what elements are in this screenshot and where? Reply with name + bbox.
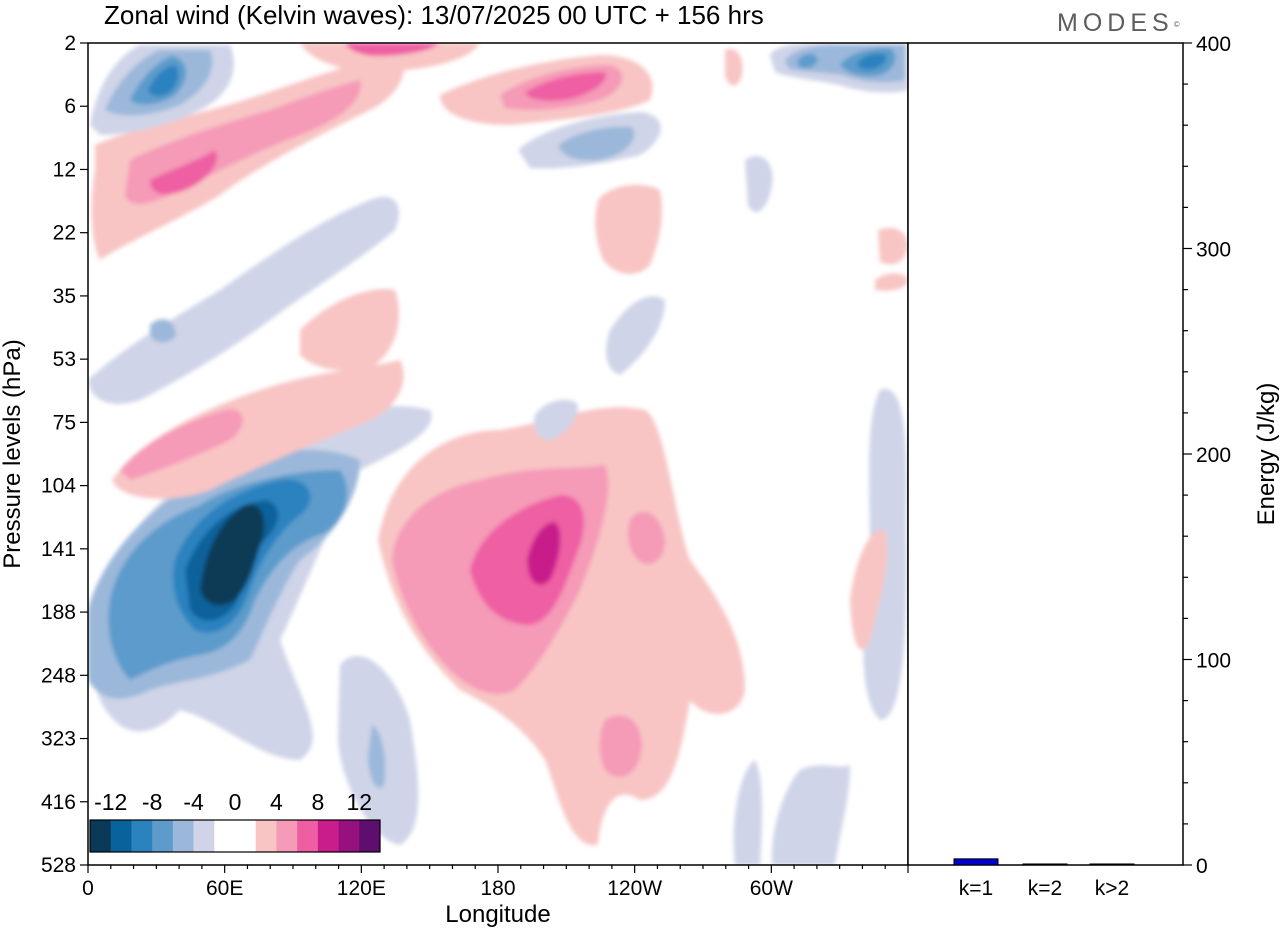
energy-tick-label: 200 xyxy=(1196,444,1231,467)
contour-neg-4-lower-mid xyxy=(368,725,386,789)
y-tick-label: 416 xyxy=(41,791,76,814)
contour-neg-4-upper-mid xyxy=(558,126,635,161)
heatmap-plot xyxy=(87,42,909,866)
brand-name: MODES xyxy=(1057,9,1174,37)
energy-axes: 0 100 200 300 400 k=1 k=2 k>2 xyxy=(959,33,1231,900)
y-tick-label: 2 xyxy=(64,32,76,55)
brand-mark: © xyxy=(1173,20,1180,29)
chart-title: Zonal wind (Kelvin waves): 13/07/2025 00… xyxy=(104,0,764,30)
colorbar-label: 8 xyxy=(311,789,324,815)
x-tick-label: 180 xyxy=(480,877,515,900)
x-tick-label: 60E xyxy=(206,877,243,900)
energy-bar xyxy=(1089,863,1135,866)
energy-category-label: k=2 xyxy=(1028,877,1062,900)
contour-neg-2-band-a xyxy=(88,196,399,404)
colorbar-swatch xyxy=(131,820,153,852)
colorbar-swatch xyxy=(359,820,381,852)
y-tick-label: 53 xyxy=(53,348,76,371)
x-tick-label: 120E xyxy=(337,877,386,900)
contour-pos-2-top-strip xyxy=(300,43,480,72)
colorbar-swatch xyxy=(297,820,319,852)
contour-neg-2-band-c xyxy=(534,399,578,440)
colorbar-label: 0 xyxy=(229,789,242,815)
colorbar-swatch xyxy=(235,820,257,852)
colorbar-label: 4 xyxy=(270,789,283,815)
energy-axis-label: Energy (J/kg) xyxy=(1253,383,1280,526)
contour-pos-2-band-c xyxy=(595,184,662,275)
colorbar-swatch xyxy=(90,820,112,852)
contour-pos-2-column-right xyxy=(850,529,888,650)
contour-neg-14-core xyxy=(200,504,265,606)
y-tick-label: 6 xyxy=(64,95,76,118)
colorbar-swatch xyxy=(152,820,174,852)
contour-pos-6-upper-b xyxy=(525,72,606,101)
contour-pos-2-band-a xyxy=(112,360,404,499)
contour-neg-2-band-b xyxy=(606,296,665,375)
energy-bars xyxy=(953,858,1135,866)
contour-pos-4-band-a xyxy=(120,409,243,480)
contour-pos-2-band-b xyxy=(300,289,399,371)
colorbar-label: -12 xyxy=(94,789,127,815)
y-tick-label: 248 xyxy=(41,664,76,687)
contour-neg-4-band-a xyxy=(150,319,176,343)
y-tick-label: 188 xyxy=(41,601,76,624)
colorbar-swatch xyxy=(317,820,340,852)
y-tick-label: 104 xyxy=(41,475,76,498)
x-axis-label: Longitude xyxy=(445,901,550,928)
colorbar-swatch xyxy=(338,820,360,852)
colorbar-frame xyxy=(89,819,381,853)
colorbar-swatch xyxy=(172,820,195,852)
energy-bar xyxy=(1022,863,1068,866)
colorbar-label: -8 xyxy=(142,789,162,815)
energy-tick-label: 400 xyxy=(1196,33,1231,56)
x-tick-label: 120W xyxy=(607,877,662,900)
y-tick-label: 141 xyxy=(41,538,76,561)
energy-tick-label: 0 xyxy=(1196,855,1208,878)
energy-bar xyxy=(953,858,999,866)
energy-frame xyxy=(907,42,1184,866)
energy-tick-label: 300 xyxy=(1196,239,1231,262)
colorbar-label: 12 xyxy=(346,789,372,815)
colorbar: -12 -8 -4 0 4 8 12 xyxy=(89,789,381,853)
energy-panel: 0 100 200 300 400 k=1 k=2 k>2 xyxy=(907,33,1231,900)
contour-pos-4-right xyxy=(628,511,665,564)
energy-tick-label: 100 xyxy=(1196,650,1231,673)
contour-neg-8-upper-right xyxy=(857,53,887,70)
colorbar-swatch xyxy=(214,820,236,852)
colorbar-swatch xyxy=(193,820,215,852)
x-tick-label: 60W xyxy=(750,877,793,900)
contour-neg-2-bottom-right xyxy=(733,760,850,865)
y-tick-label: 323 xyxy=(41,728,76,751)
contour-pos-2-top-right xyxy=(725,48,743,86)
y-tick-label: 75 xyxy=(53,411,76,434)
contour-pos-6-top-strip xyxy=(345,43,440,56)
x-tick-label: 0 xyxy=(82,877,94,900)
y-axis-label: Pressure levels (hPa) xyxy=(0,339,26,568)
heatmap-axes: 0 60E 120E 180 120W 60W 2 6 12 22 35 53 75 104 141 188 2… xyxy=(41,32,909,900)
y-tick-label: 12 xyxy=(53,158,76,181)
colorbar-swatch xyxy=(255,820,277,852)
contour-pos-8-core xyxy=(527,522,561,585)
colorbar-label: -4 xyxy=(183,789,204,815)
contour-pos-6-upper-a xyxy=(150,150,217,195)
brand-logo: MODES© xyxy=(1057,9,1180,37)
contour-pos-4-small xyxy=(599,715,642,777)
contour-neg-2-band-d xyxy=(745,156,773,213)
y-tick-label: 35 xyxy=(53,285,76,308)
energy-category-label: k>2 xyxy=(1095,877,1129,900)
contour-neg-8-upper-left xyxy=(148,65,179,97)
colorbar-swatch xyxy=(276,820,298,852)
energy-category-label: k=1 xyxy=(959,877,993,900)
contour-pos-2-band-d xyxy=(875,227,908,291)
y-tick-label: 22 xyxy=(53,222,76,245)
y-tick-label: 528 xyxy=(41,854,76,877)
colorbar-swatch xyxy=(110,820,132,852)
